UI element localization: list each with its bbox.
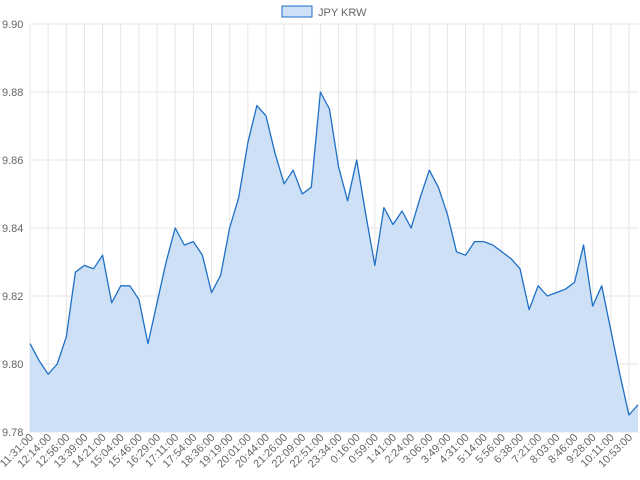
data-point[interactable] [219, 274, 222, 277]
data-point[interactable] [146, 342, 149, 345]
y-tick-label: 9.88 [2, 87, 23, 99]
data-point[interactable] [500, 250, 503, 253]
data-point[interactable] [174, 227, 177, 230]
data-point[interactable] [29, 342, 32, 345]
data-point[interactable] [364, 213, 367, 216]
data-point[interactable] [47, 373, 50, 376]
data-point[interactable] [582, 244, 585, 247]
data-point[interactable] [346, 199, 349, 202]
data-point[interactable] [56, 363, 59, 366]
data-point[interactable] [101, 254, 104, 257]
data-point[interactable] [92, 267, 95, 270]
data-point[interactable] [419, 196, 422, 199]
data-point[interactable] [509, 257, 512, 260]
data-point[interactable] [564, 288, 567, 291]
y-tick-label: 9.90 [2, 19, 23, 31]
data-point[interactable] [65, 335, 68, 338]
data-point[interactable] [192, 240, 195, 243]
data-point[interactable] [255, 104, 258, 107]
data-point[interactable] [446, 213, 449, 216]
data-point[interactable] [382, 206, 385, 209]
data-point[interactable] [210, 291, 213, 294]
data-point[interactable] [555, 291, 558, 294]
data-point[interactable] [473, 240, 476, 243]
y-tick-label: 9.82 [2, 291, 23, 303]
data-point[interactable] [491, 244, 494, 247]
y-tick-label: 9.86 [2, 155, 23, 167]
data-point[interactable] [519, 267, 522, 270]
data-point[interactable] [609, 329, 612, 332]
data-point[interactable] [437, 186, 440, 189]
data-point[interactable] [137, 298, 140, 301]
area-layer [29, 91, 640, 432]
data-point[interactable] [573, 281, 576, 284]
data-point[interactable] [110, 301, 113, 304]
data-point[interactable] [537, 284, 540, 287]
data-point[interactable] [83, 264, 86, 267]
y-tick-label: 9.80 [2, 359, 23, 371]
data-point[interactable] [328, 108, 331, 111]
data-point[interactable] [637, 403, 640, 406]
legend-label[interactable]: JPY KRW [318, 7, 367, 19]
data-point[interactable] [355, 159, 358, 162]
series-area-fill [30, 92, 638, 432]
data-point[interactable] [546, 295, 549, 298]
data-point[interactable] [156, 301, 159, 304]
data-point[interactable] [74, 271, 77, 274]
data-point[interactable] [410, 227, 413, 230]
x-axis-ticks: 11:31:0012:14:0012:56:0013:39:0014:21:00… [0, 432, 635, 471]
data-point[interactable] [337, 165, 340, 168]
data-point[interactable] [591, 305, 594, 308]
data-point[interactable] [264, 114, 267, 117]
legend-swatch[interactable] [281, 5, 313, 18]
data-point[interactable] [600, 284, 603, 287]
data-point[interactable] [283, 182, 286, 185]
data-point[interactable] [391, 223, 394, 226]
data-point[interactable] [482, 240, 485, 243]
data-point[interactable] [119, 284, 122, 287]
y-tick-label: 9.84 [2, 223, 23, 235]
y-axis-ticks: 9.78 9.80 9.82 9.84 9.86 9.88 9.90 [2, 19, 23, 439]
data-point[interactable] [274, 152, 277, 155]
data-point[interactable] [319, 91, 322, 94]
data-point[interactable] [373, 264, 376, 267]
data-point[interactable] [528, 308, 531, 311]
legend[interactable]: JPY KRW [281, 5, 367, 19]
data-point[interactable] [455, 250, 458, 253]
data-point[interactable] [428, 169, 431, 172]
data-point[interactable] [401, 210, 404, 213]
data-point[interactable] [310, 186, 313, 189]
data-point[interactable] [627, 414, 630, 417]
data-point[interactable] [618, 373, 621, 376]
data-point[interactable] [165, 261, 168, 264]
data-point[interactable] [246, 142, 249, 145]
data-point[interactable] [292, 169, 295, 172]
data-point[interactable] [464, 254, 467, 257]
y-tick-label: 9.78 [2, 427, 23, 439]
data-point[interactable] [38, 359, 41, 362]
data-point[interactable] [201, 254, 204, 257]
data-point[interactable] [237, 196, 240, 199]
data-point[interactable] [228, 227, 231, 230]
series-line-jpy-krw [29, 91, 639, 416]
data-point[interactable] [128, 284, 131, 287]
data-point[interactable] [301, 193, 304, 196]
data-point[interactable] [183, 244, 186, 247]
